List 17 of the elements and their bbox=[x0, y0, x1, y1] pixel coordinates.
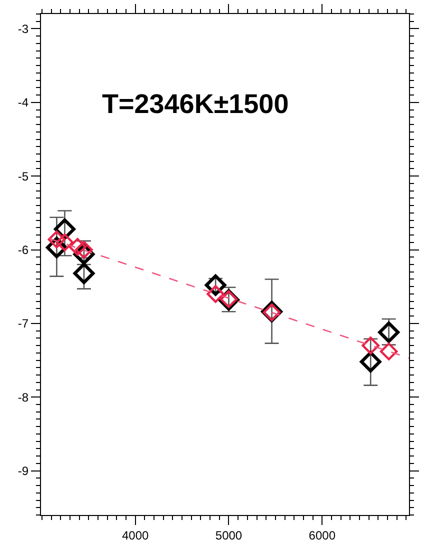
point bbox=[204, 274, 226, 296]
y-tick-label: -8 bbox=[18, 390, 29, 404]
point bbox=[380, 342, 398, 360]
x-tick-label: 6000 bbox=[308, 528, 336, 542]
y-tick-label: -4 bbox=[18, 96, 29, 110]
y-tick-label: -9 bbox=[18, 464, 29, 478]
point bbox=[362, 336, 380, 354]
point bbox=[360, 351, 382, 372]
y-tick-label: -7 bbox=[18, 316, 29, 331]
x-tick-label: 4000 bbox=[122, 528, 150, 542]
y-tick-label: -3 bbox=[18, 22, 29, 36]
y-tick-label: -5 bbox=[18, 169, 29, 184]
annotation: T=2346K±1500 bbox=[102, 89, 289, 119]
point bbox=[378, 322, 400, 343]
x-tick-label: 5000 bbox=[215, 528, 242, 542]
point bbox=[73, 262, 95, 284]
y-tick-label: -6 bbox=[18, 242, 29, 257]
